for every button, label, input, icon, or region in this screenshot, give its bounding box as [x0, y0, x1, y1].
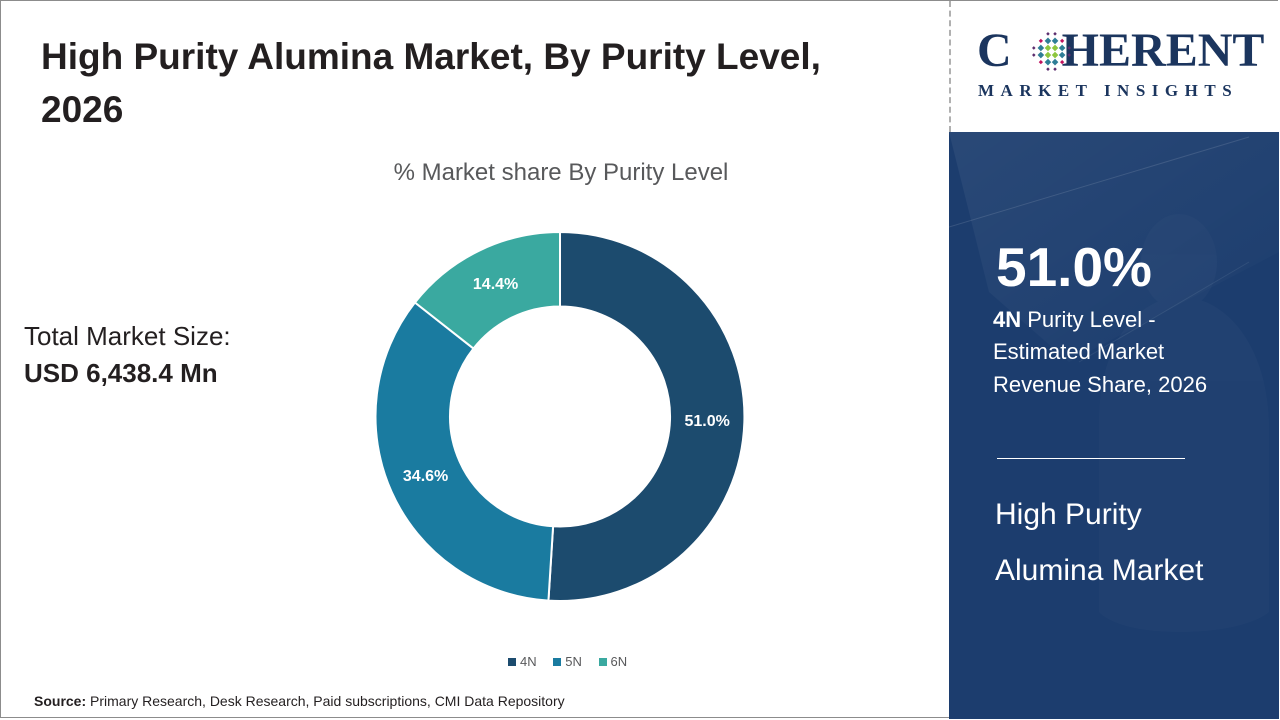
- svg-text:34.6%: 34.6%: [403, 468, 448, 485]
- svg-text:14.4%: 14.4%: [473, 276, 518, 293]
- svg-text:51.0%: 51.0%: [685, 413, 730, 430]
